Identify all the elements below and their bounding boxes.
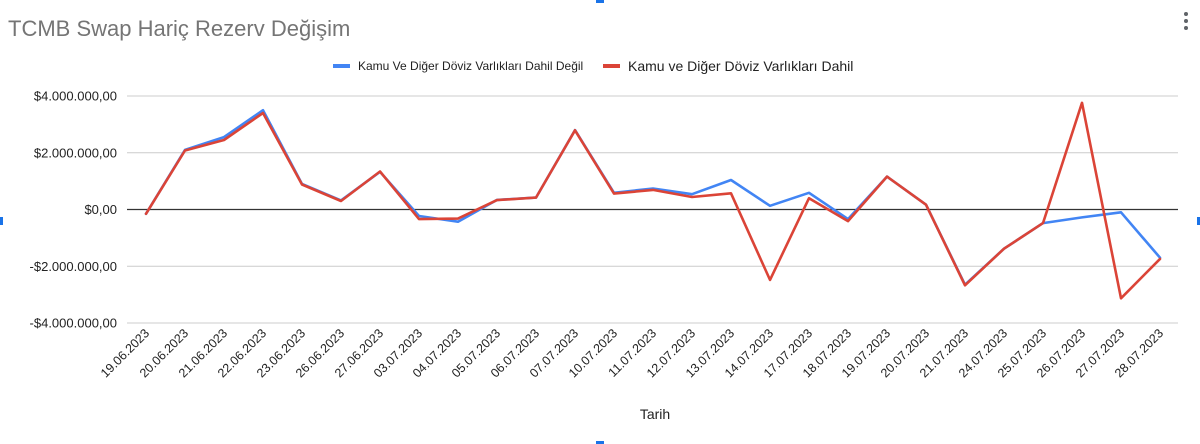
legend-label-blue: Kamu Ve Diğer Döviz Varlıkları Dahil Değ… xyxy=(358,59,583,73)
resize-handle-bottom[interactable] xyxy=(596,441,604,444)
y-tick-label: -$2.000.000,00 xyxy=(30,259,117,274)
y-tick-label: $0,00 xyxy=(84,202,117,217)
more-options-icon[interactable] xyxy=(1180,10,1192,36)
y-tick-label: $2.000.000,00 xyxy=(34,145,117,160)
gridlines xyxy=(127,95,1178,324)
resize-handle-top[interactable] xyxy=(596,0,604,3)
series-lines xyxy=(144,101,1162,300)
y-tick-label: $4.000.000,00 xyxy=(34,89,117,104)
resize-handle-right[interactable] xyxy=(1197,217,1200,225)
resize-handle-left[interactable] xyxy=(0,217,3,225)
x-axis-ticks: 19.06.202320.06.202321.06.202322.06.2023… xyxy=(98,326,1166,380)
chart-title: TCMB Swap Hariç Rezerv Değişim xyxy=(8,16,351,41)
y-tick-label: -$4.000.000,00 xyxy=(30,316,117,331)
legend: Kamu Ve Diğer Döviz Varlıkları Dahil Değ… xyxy=(333,58,853,74)
series-line-blue xyxy=(144,108,1162,287)
legend-label-red: Kamu ve Diğer Döviz Varlıkları Dahil xyxy=(628,58,853,74)
series-line-red xyxy=(144,101,1162,300)
y-axis-ticks: $4.000.000,00 $2.000.000,00 $0,00 -$2.000.0… xyxy=(30,89,117,331)
x-axis-title: Tarih xyxy=(640,406,670,422)
